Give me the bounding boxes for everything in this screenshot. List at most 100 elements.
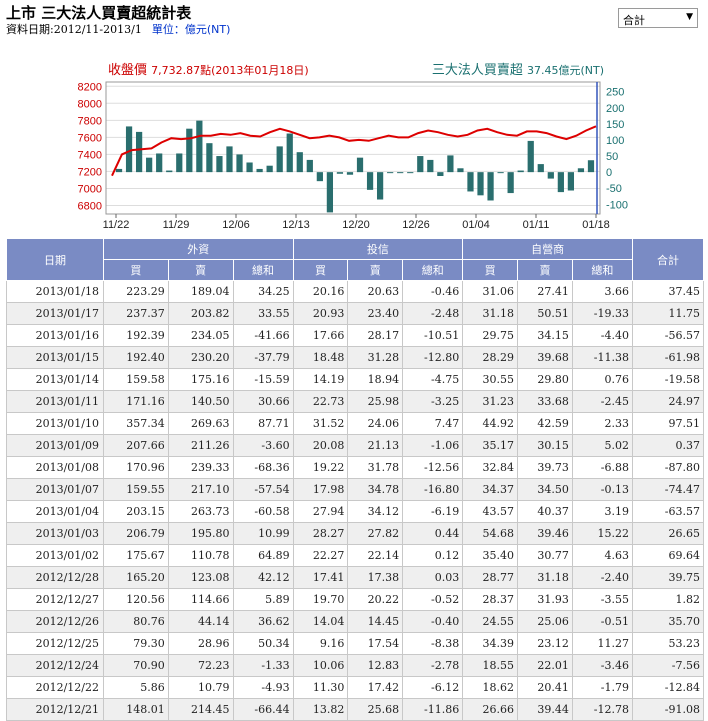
chart-area: 收盤價 7,732.87點(2013年01月18日) 三大法人買賣超 37.45…	[0, 55, 708, 237]
value-cell: 40.37	[517, 500, 573, 523]
value-cell: 80.76	[103, 610, 169, 633]
net-bar	[427, 159, 434, 173]
date-cell: 2013/01/07	[6, 478, 104, 501]
value-cell: -8.38	[402, 632, 464, 655]
value-cell: 0.37	[632, 434, 704, 457]
value-cell: -3.46	[571, 654, 634, 677]
date-cell: 2013/01/04	[6, 500, 104, 523]
price-title-date: (2013年01月18日)	[211, 64, 309, 77]
value-cell: 170.96	[103, 456, 169, 479]
value-cell: 18.48	[292, 346, 349, 369]
value-cell: 25.06	[517, 610, 573, 633]
table-row: 2013/01/09 207.66 211.26 -3.60 20.08 21.13 -1.…	[6, 434, 704, 457]
net-bar	[487, 172, 494, 201]
value-cell: 69.64	[632, 544, 704, 567]
value-cell: 28.77	[462, 566, 519, 589]
value-cell: 12.83	[347, 654, 404, 677]
date-cell: 2013/01/16	[6, 324, 104, 347]
table-row: 2013/01/07 159.55 217.10 -57.54 17.98 34.78 -1…	[6, 478, 704, 501]
date-cell: 2013/01/03	[6, 522, 104, 545]
date-cell: 2013/01/02	[6, 544, 104, 567]
net-bar	[266, 165, 273, 173]
value-cell: 17.41	[292, 566, 349, 589]
value-cell: 24.55	[462, 610, 519, 633]
chevron-down-icon: ▼	[686, 12, 693, 22]
value-cell: 5.86	[103, 676, 169, 699]
summary-select[interactable]: 合計 ▼	[618, 8, 698, 28]
page-title: 上市 三大法人買賣超統計表	[6, 4, 192, 22]
y-left-tick-label: 8200	[78, 81, 102, 93]
y-left-tick-label: 6800	[78, 200, 102, 212]
value-cell: -6.88	[571, 456, 634, 479]
date-cell: 2012/12/27	[6, 588, 104, 611]
value-cell: 27.94	[292, 500, 349, 523]
net-bar	[397, 172, 404, 174]
value-cell: -16.80	[402, 478, 464, 501]
unit-label: 單位：億元(NT)	[151, 23, 231, 36]
net-bar	[547, 172, 554, 179]
net-bar	[356, 157, 364, 173]
x-tick-label: 12/06	[222, 219, 250, 231]
value-cell: 97.51	[632, 412, 704, 435]
value-cell: 25.98	[347, 390, 404, 413]
value-cell: 14.45	[347, 610, 404, 633]
sub-header-sell: 賣	[517, 259, 573, 281]
value-cell: 26.65	[632, 522, 704, 545]
net-bar	[216, 156, 223, 173]
value-cell: -56.57	[632, 324, 704, 347]
net-bar	[336, 172, 344, 174]
value-cell: 159.58	[103, 368, 169, 391]
value-cell: 114.66	[167, 588, 234, 611]
value-cell: 32.84	[462, 456, 519, 479]
value-cell: 28.29	[462, 346, 519, 369]
value-cell: 171.16	[103, 390, 169, 413]
value-cell: 9.16	[292, 632, 349, 655]
value-cell: 0.44	[402, 522, 464, 545]
value-cell: 140.50	[167, 390, 234, 413]
table-row: 2012/12/24 70.90 72.23 -1.33 10.06 12.83 -2.78…	[6, 654, 704, 677]
value-cell: 18.94	[347, 368, 404, 391]
sub-header-net: 總和	[571, 259, 634, 281]
y-right-tick-label: 250	[606, 87, 624, 99]
value-cell: 237.37	[103, 302, 169, 325]
group-foreign: 外資	[103, 238, 294, 260]
table-row: 2012/12/26 80.76 44.14 36.62 14.04 14.45 -0.40…	[6, 610, 704, 633]
date-range: 資料日期:2012/11-2013/1	[6, 23, 142, 36]
value-cell: 20.93	[292, 302, 349, 325]
x-tick-label: 01/11	[523, 219, 550, 231]
value-cell: 39.44	[517, 698, 573, 721]
value-cell: 110.78	[167, 544, 234, 567]
value-cell: -0.13	[571, 478, 634, 501]
value-cell: 0.76	[571, 368, 634, 391]
value-cell: 175.16	[167, 368, 234, 391]
table-row: 2012/12/28 165.20 123.08 42.12 17.41 17.38 0.0…	[6, 566, 704, 589]
value-cell: 239.33	[167, 456, 234, 479]
value-cell: -68.36	[232, 456, 294, 479]
x-tick-label: 11/22	[103, 219, 130, 231]
value-cell: -19.33	[571, 302, 634, 325]
group-dealer: 自營商	[462, 238, 633, 260]
net-bar	[497, 172, 504, 174]
net-bar	[527, 140, 534, 173]
value-cell: 25.68	[347, 698, 404, 721]
value-cell: 24.97	[632, 390, 704, 413]
date-cell: 2013/01/09	[6, 434, 104, 457]
value-cell: 87.71	[232, 412, 294, 435]
y-right-tick-label: 50	[606, 151, 618, 163]
table-row: 2012/12/22 5.86 10.79 -4.93 11.30 17.42 -6.12 1…	[6, 676, 704, 699]
value-cell: 21.13	[347, 434, 404, 457]
value-cell: -4.75	[402, 368, 464, 391]
date-cell: 2013/01/18	[6, 280, 104, 303]
net-bar	[587, 160, 595, 173]
value-cell: 34.15	[517, 324, 573, 347]
value-cell: -60.58	[232, 500, 294, 523]
col-date: 日期	[6, 238, 104, 281]
net-bar	[296, 152, 303, 173]
date-cell: 2012/12/24	[6, 654, 104, 677]
value-cell: 28.96	[167, 632, 234, 655]
value-cell: -2.78	[402, 654, 464, 677]
value-cell: -12.56	[402, 456, 464, 479]
value-cell: 223.29	[103, 280, 169, 303]
table-row: 2013/01/10 357.34 269.63 87.71 31.52 24.06 7.4…	[6, 412, 704, 435]
sub-header-net: 總和	[232, 259, 294, 281]
